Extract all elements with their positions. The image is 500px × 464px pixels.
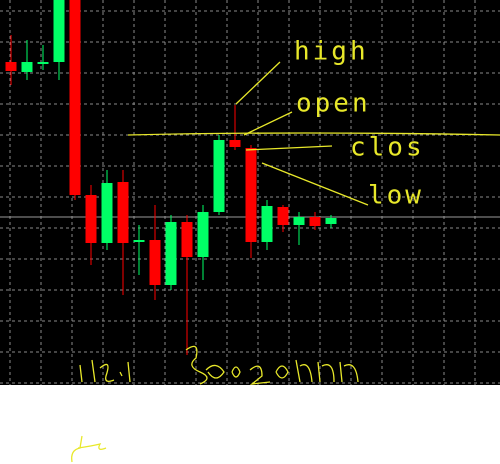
- hand-arrow: [261, 162, 369, 206]
- handwriting: [71, 61, 500, 463]
- candle-body: [53, 0, 65, 62]
- hand-arrow: [235, 61, 281, 105]
- annotation: clos: [350, 133, 425, 163]
- candle-body: [277, 207, 289, 225]
- candle-body: [5, 62, 17, 71]
- candle-body: [197, 212, 209, 257]
- candle-body: [293, 217, 305, 225]
- candles: [5, 0, 337, 355]
- annotation: low: [368, 181, 424, 211]
- candle-body: [69, 0, 81, 195]
- annotation: open: [296, 89, 371, 119]
- candle-body: [181, 222, 193, 257]
- candle-body: [245, 148, 257, 242]
- hand-line: [127, 132, 500, 136]
- candle-body: [117, 182, 129, 243]
- candle-body: [229, 140, 241, 147]
- candle-body: [261, 206, 273, 242]
- annotation: high: [294, 37, 369, 67]
- hand-arrow: [245, 145, 333, 151]
- candle-body: [325, 218, 337, 224]
- candle-body: [165, 222, 177, 285]
- candle-body: [133, 240, 145, 242]
- candle-body: [21, 62, 33, 72]
- candle-body: [37, 62, 49, 64]
- candle-body: [213, 140, 225, 212]
- hand-scribble: [71, 435, 107, 463]
- hand-scribble: [79, 345, 359, 385]
- candle-body: [149, 240, 161, 285]
- candle-body: [85, 195, 97, 243]
- hand-arrow: [243, 111, 293, 136]
- candle-body: [101, 183, 113, 243]
- candle-body: [309, 217, 321, 226]
